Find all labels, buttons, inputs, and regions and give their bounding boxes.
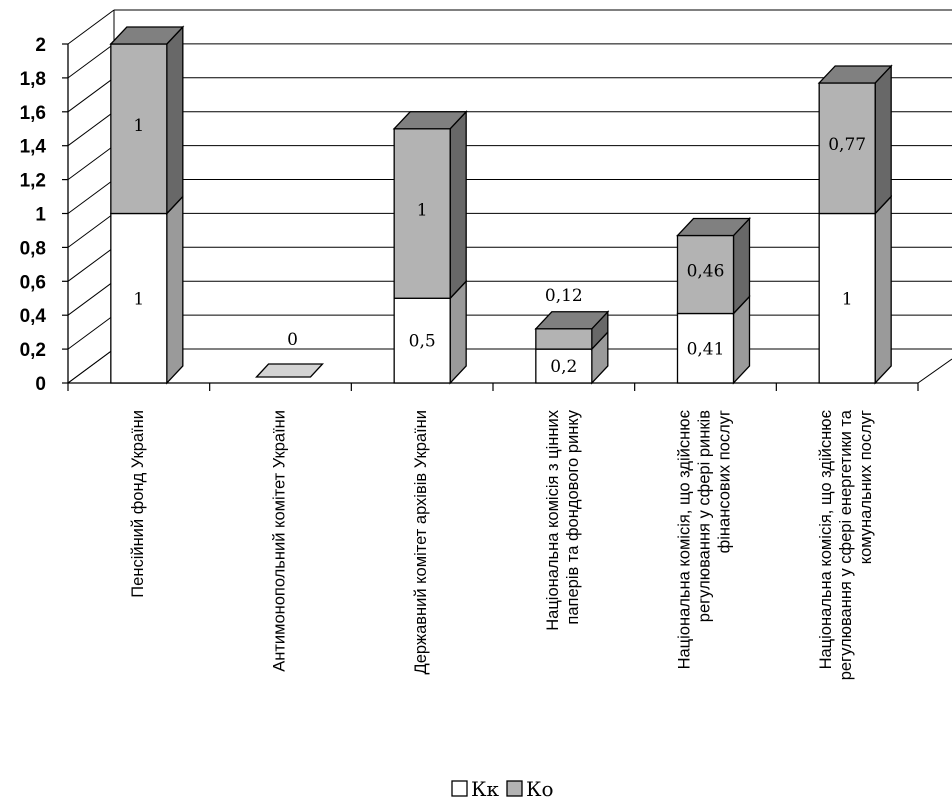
data-label-ko: 0,12	[545, 286, 583, 306]
gridline-side	[67, 246, 115, 282]
bar-kk-2	[393, 279, 467, 385]
data-label-ko: 1	[417, 201, 428, 221]
bar-ko-0-side	[166, 25, 184, 216]
bar-ko-3-front	[535, 328, 593, 350]
gridline-side	[67, 314, 115, 350]
legend-label-ko: Ко	[526, 777, 554, 801]
gridline-side	[67, 145, 115, 181]
y-tick-label: 0	[35, 374, 46, 395]
bar-ko-3	[534, 310, 610, 351]
gridline-side	[67, 77, 115, 113]
gridlines	[67, 9, 952, 384]
gridline-side	[67, 9, 115, 45]
bars	[109, 25, 893, 385]
y-tick-label: 0,2	[20, 340, 46, 361]
gridline-side	[67, 348, 115, 384]
data-label-kk: 0,5	[409, 332, 436, 352]
bar-zero-plate	[255, 363, 324, 378]
bar-kk-0-front	[110, 212, 168, 384]
data-label-ko: 0	[287, 330, 298, 350]
category-label: фінансових послуг	[716, 410, 734, 553]
gridline-side	[67, 212, 115, 248]
category-label: паперів та фондового ринку	[564, 409, 582, 624]
bar-ko-0	[109, 25, 185, 216]
gridline-side	[67, 43, 115, 79]
category-label: Національна комісія, що здійснює	[676, 410, 694, 669]
data-label-ko: 0,46	[687, 262, 725, 282]
bar-kk-2-front	[393, 297, 451, 384]
bar-ko-2	[392, 110, 468, 300]
bar-ko-0-front	[110, 43, 168, 215]
legend-swatch-kk	[451, 780, 468, 797]
y-tick-label: 1	[35, 205, 46, 226]
bar-ko-4-top	[675, 217, 752, 237]
bar-ko-5-top	[817, 65, 893, 84]
bar-ko-2-top	[392, 111, 468, 130]
data-labels: 1 1 0 0,5 1 0,2 0,12 0,41 0,46 1 0,77	[133, 116, 866, 377]
y-tick-label: 0,6	[20, 272, 46, 293]
y-tick-label: 0,8	[20, 238, 46, 259]
axes: 0 0,2 0,4 0,6 0,8 1 1,2 1,4 1,6 1,8 2	[20, 35, 919, 395]
category-label: регулювання у сфері енергетики та	[837, 409, 855, 680]
data-label-kk: 1	[133, 289, 144, 309]
bar-kk-4-front	[676, 312, 735, 384]
bar-ko-5	[817, 64, 893, 216]
category-label: Антимонопольний комітет України	[271, 410, 289, 672]
bar-kk-5	[818, 194, 892, 385]
y-tick-label: 0,4	[20, 306, 47, 327]
bar-ko-4	[675, 216, 752, 316]
bar-ko-5-front	[818, 82, 876, 215]
data-label-ko: 1	[133, 116, 144, 136]
gridline-side	[67, 111, 115, 147]
bar-kk-3-front	[535, 348, 593, 384]
bar-ko-4-front	[676, 234, 735, 315]
category-label: Державний комітет архівів України	[412, 410, 430, 674]
legend-label-kk: Кк	[471, 777, 499, 801]
data-label-kk: 0,2	[550, 357, 577, 377]
bar-ko-5-side	[874, 64, 892, 216]
bar-kk-0	[110, 194, 184, 385]
category-labels: Пенсійний фонд України Антимонопольний ко…	[129, 409, 875, 680]
y-tick-label: 2	[35, 35, 46, 56]
category-label: Національна комісія, що здійснює	[817, 410, 835, 669]
legend-swatch-ko	[506, 780, 523, 797]
category-label: регулювання у сфері ринків	[696, 410, 714, 622]
bar-kk-4	[676, 294, 751, 385]
data-label-kk: 1	[842, 289, 853, 309]
bar-kk-5-front	[818, 212, 876, 384]
category-label: Національна комісія з цінних	[544, 409, 562, 631]
bar-kk-3	[535, 330, 609, 385]
y-tick-label: 1,6	[20, 103, 46, 124]
y-tick-label: 1,4	[20, 137, 47, 158]
y-tick-label: 1,2	[20, 171, 46, 192]
category-label: комунальних послуг	[857, 410, 875, 564]
y-tick-label: 1,8	[20, 69, 46, 90]
category-label: Пенсійний фонд України	[129, 410, 147, 598]
bar-ko-3-top	[534, 311, 610, 330]
bar-ko-2-front	[393, 128, 451, 299]
legend: Кк Ко	[451, 777, 554, 801]
data-label-ko: 0,77	[828, 135, 866, 155]
data-label-kk: 0,41	[687, 339, 725, 359]
bar-kk-0-side	[166, 194, 184, 385]
bar-ko-0-top	[109, 26, 185, 45]
gridline-side	[67, 280, 115, 316]
gridline-side	[67, 179, 115, 214]
bar-kk-5-side	[874, 194, 892, 385]
bar-ko-2-side	[449, 110, 467, 300]
